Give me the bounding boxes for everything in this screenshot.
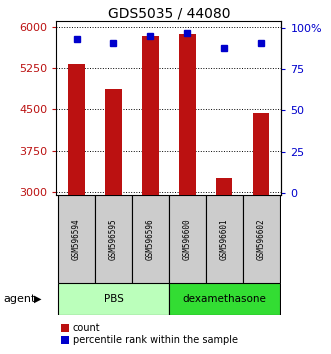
Bar	[206, 195, 243, 283]
Title: GDS5035 / 44080: GDS5035 / 44080	[108, 6, 230, 20]
Text: ▶: ▶	[34, 294, 42, 304]
Bar	[169, 283, 279, 315]
Bar	[253, 113, 269, 195]
Bar	[216, 178, 232, 195]
Legend: count, percentile rank within the sample: count, percentile rank within the sample	[61, 324, 238, 346]
Text: GSM596601: GSM596601	[220, 218, 229, 260]
Text: GSM596594: GSM596594	[72, 218, 81, 260]
Bar	[179, 34, 196, 195]
Text: dexamethasone: dexamethasone	[182, 294, 266, 304]
Bar	[132, 195, 169, 283]
Bar	[58, 195, 95, 283]
Bar	[58, 283, 169, 315]
Text: GSM596602: GSM596602	[257, 218, 265, 260]
Text: agent: agent	[3, 294, 36, 304]
Bar	[68, 64, 85, 195]
Text: GSM596600: GSM596600	[183, 218, 192, 260]
Text: GSM596595: GSM596595	[109, 218, 118, 260]
Bar	[105, 89, 122, 195]
Bar	[169, 195, 206, 283]
Bar	[95, 195, 132, 283]
Text: GSM596596: GSM596596	[146, 218, 155, 260]
Bar	[243, 195, 279, 283]
Text: PBS: PBS	[104, 294, 123, 304]
Bar	[142, 35, 159, 195]
